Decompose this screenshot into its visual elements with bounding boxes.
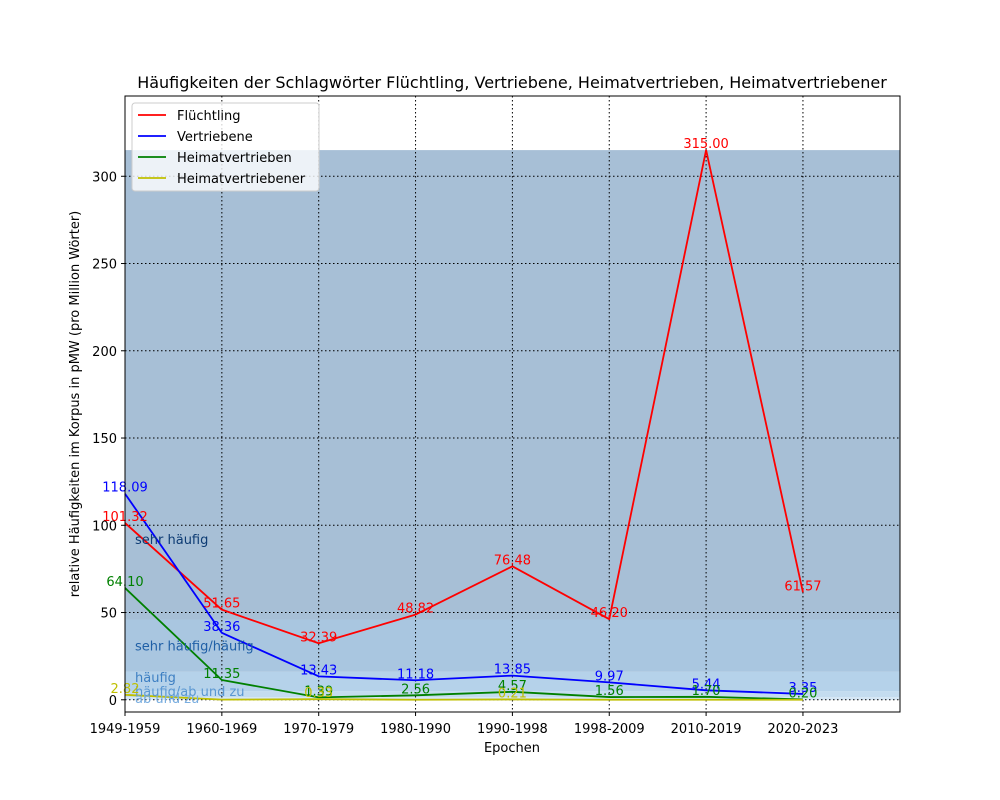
series-line (124, 493, 803, 695)
x-tick-label: 1990-1998 (477, 722, 548, 737)
x-tick-label: 1998-2009 (574, 722, 645, 737)
data-label: 4.57 (498, 679, 527, 694)
x-axis-label: Epochen (484, 741, 540, 756)
data-label: 0.33 (304, 686, 333, 701)
data-label: 11.18 (397, 667, 434, 682)
y-tick-label: 150 (92, 432, 117, 447)
frequency-band-label: häufig (135, 671, 176, 686)
legend-label: Heimatvertriebener (177, 172, 306, 187)
data-label: 9.97 (595, 669, 624, 684)
data-label: 0.21 (498, 686, 527, 701)
data-label: 38.36 (203, 620, 240, 635)
frequency-band-label: ab und zu (135, 692, 199, 707)
data-label: 0.20 (788, 686, 817, 701)
frequency-band-label: häufig/ab und zu (135, 685, 245, 700)
x-tick-label: 1960-1969 (186, 722, 257, 737)
frequency-band-label: sehr häufig (135, 533, 208, 548)
data-label: 32.39 (300, 630, 337, 645)
frequency-band-label: sehr häufig/häufig (135, 640, 254, 655)
data-label: 76.48 (494, 553, 531, 568)
data-label: 3.35 (788, 681, 817, 696)
frequency-band (125, 697, 900, 700)
data-label: 5.44 (692, 677, 721, 692)
y-tick-label: 0 (109, 694, 117, 709)
legend-label: Flüchtling (177, 109, 241, 124)
x-tick-label: 1980-1990 (380, 722, 451, 737)
y-tick-label: 300 (92, 170, 117, 185)
x-tick-label: 1949-1959 (90, 722, 161, 737)
series-line (124, 587, 803, 701)
x-tick-label: 2010-2019 (671, 722, 742, 737)
data-label: 48.82 (397, 602, 434, 617)
legend: Flüchtling Vertriebene Heimatvertrieben Hei… (131, 102, 320, 192)
data-label: 61.57 (784, 579, 821, 594)
y-tick-label: 50 (100, 607, 117, 622)
series-line (124, 149, 804, 645)
y-tick-label: 250 (92, 258, 117, 273)
data-label: 11.35 (203, 667, 240, 682)
data-label: 315.00 (683, 137, 729, 152)
frequency-band (125, 691, 900, 698)
y-axis: 0 50 100 150 200 250 300 (92, 170, 125, 709)
series-line (124, 693, 803, 701)
data-label: 13.43 (300, 663, 337, 678)
series-lines (124, 149, 804, 701)
legend-box (131, 102, 320, 192)
frequency-band-labels: sehr häufig sehr häufig/häufig häufighäufi… (135, 533, 254, 707)
y-tick-label: 200 (92, 345, 117, 360)
data-label: 46.20 (591, 606, 628, 621)
x-tick-label: 1970-1979 (283, 722, 354, 737)
chart-title: Häufigkeiten der Schlagwörter Flüchtling… (137, 73, 887, 92)
x-axis: 1949-1959 1960-1969 1970-1979 1980-1990 1990… (90, 712, 839, 737)
data-label: 2.56 (401, 682, 430, 697)
data-label: 13.85 (494, 663, 531, 678)
legend-label: Heimatvertrieben (177, 151, 292, 166)
y-axis-label: relative Häufigkeiten im Korpus in pMW (… (68, 211, 83, 598)
data-label: 1.70 (692, 684, 721, 699)
x-tick-label: 2020-2023 (768, 722, 839, 737)
y-tick-label: 100 (92, 519, 117, 534)
data-label: 1.39 (304, 684, 333, 699)
data-label: 51.65 (203, 597, 240, 612)
legend-label: Vertriebene (177, 130, 253, 145)
data-label: 1.56 (595, 684, 624, 699)
